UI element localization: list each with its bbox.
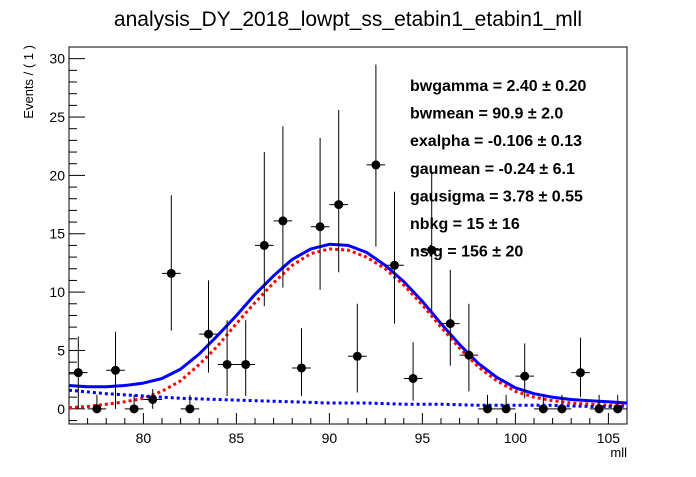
data-point: [166, 268, 176, 278]
data-point: [408, 373, 418, 383]
data-point: [185, 404, 195, 414]
data-point: [464, 350, 474, 360]
fit-parameter-gaumean: gaumean = -0.24 ± 6.1: [410, 161, 575, 178]
y-tick-label: 20: [49, 167, 65, 183]
x-tick-label: 90: [322, 430, 338, 446]
data-point: [315, 222, 325, 232]
fit-parameter-bwgamma: bwgamma = 2.40 ± 0.20: [410, 78, 587, 95]
data-point: [278, 216, 288, 226]
x-tick-label: 80: [136, 430, 152, 446]
data-point: [92, 404, 102, 414]
x-tick-label: 105: [597, 430, 621, 446]
data-point: [483, 404, 492, 414]
axes: 80 85 90 95 100 105 0 5 10 15 20 25 30: [49, 46, 628, 446]
y-tick-label: 5: [57, 342, 65, 358]
data-point: [538, 404, 548, 414]
plot-frame: [68, 46, 628, 425]
data-point: [501, 404, 511, 414]
fit-parameter-exalpha: exalpha = -0.106 ± 0.13: [410, 133, 582, 150]
data-point: [371, 160, 381, 170]
fit-parameter-gausigma: gausigma = 3.78 ± 0.55: [410, 188, 583, 205]
data-point: [148, 394, 158, 404]
data-point: [576, 368, 585, 378]
data-point: [297, 363, 306, 373]
signal-fit-curve: [68, 247, 627, 410]
y-tick-label: 10: [49, 284, 65, 300]
total-fit-curve: [68, 242, 628, 405]
data-point: [613, 404, 623, 414]
data-point: [259, 240, 269, 250]
y-tick-label: 25: [49, 109, 65, 125]
data-point: [390, 260, 399, 270]
data-point: [129, 404, 139, 414]
y-tick-label: 30: [49, 51, 65, 67]
data-point: [204, 329, 213, 339]
data-point: [334, 200, 344, 210]
fit-curves: [68, 242, 628, 410]
x-axis-label: mll: [610, 445, 627, 460]
y-tick-label: 0: [57, 401, 65, 417]
y-axis-label: Events / ( 1 ): [21, 45, 36, 119]
data-points: [69, 64, 627, 414]
data-point: [445, 319, 455, 329]
data-point: [594, 404, 604, 414]
data-point: [73, 368, 83, 378]
data-point: [222, 359, 232, 369]
data-point: [111, 365, 120, 375]
fit-parameter-nbkg: nbkg = 15 ± 16: [410, 216, 520, 233]
data-point: [557, 404, 567, 414]
fit-parameter-box: bwgamma = 2.40 ± 0.20 bwmean = 90.9 ± 2.0…: [410, 78, 587, 261]
x-tick-label: 95: [415, 430, 431, 446]
data-point: [427, 245, 437, 255]
x-tick-label: 85: [229, 430, 245, 446]
data-point: [352, 351, 362, 361]
chart-title: analysis_DY_2018_lowpt_ss_etabin1_etabin…: [114, 8, 582, 31]
fit-parameter-nsig: nsig = 156 ± 20: [410, 244, 523, 261]
fit-parameter-bwmean: bwmean = 90.9 ± 2.0: [410, 106, 563, 123]
data-point: [241, 359, 251, 369]
y-tick-label: 15: [49, 226, 65, 242]
data-point: [520, 371, 530, 381]
x-tick-label: 100: [504, 430, 528, 446]
